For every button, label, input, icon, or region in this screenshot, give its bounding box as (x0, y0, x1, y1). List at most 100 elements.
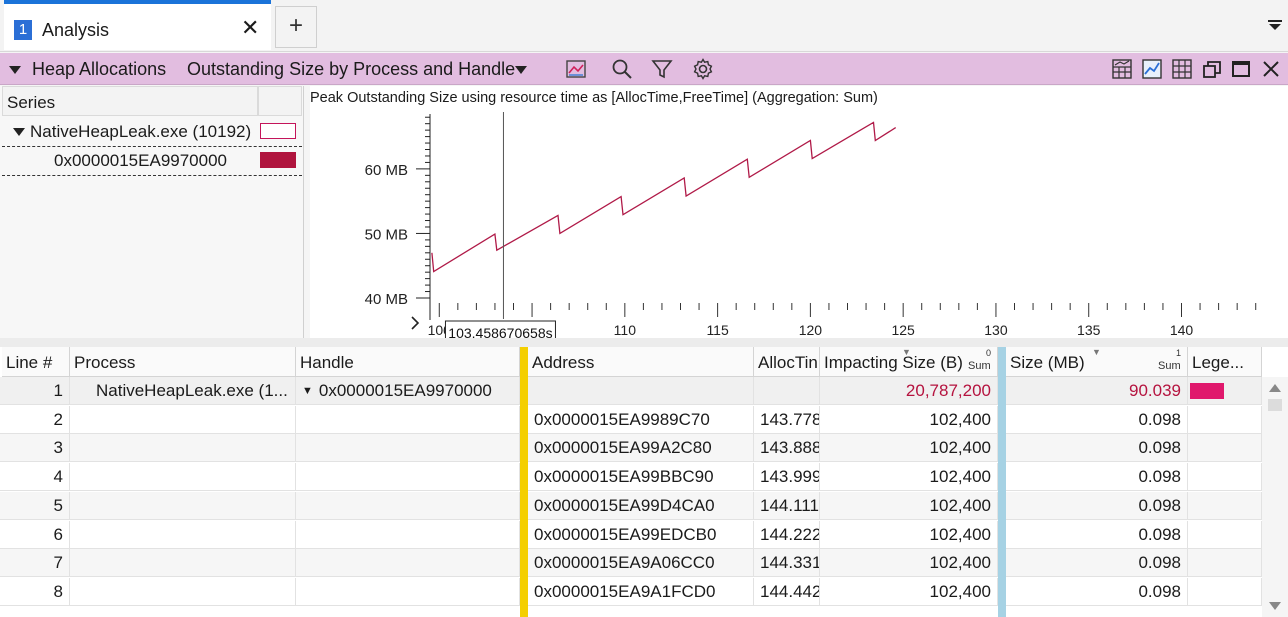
x-tick-label: 125 (891, 322, 915, 338)
chart-type-icon[interactable] (564, 57, 588, 81)
cell-impacting: 102,400 (820, 463, 998, 492)
view-selector[interactable]: Outstanding Size by Process and Handle (187, 59, 516, 79)
cell-address: 0x0000015EA9989C70 (528, 405, 754, 434)
column-header-size[interactable]: Size (MB) ▼ 1 Sum (1006, 347, 1188, 377)
cell-address: 0x0000015EA99D4CA0 (528, 491, 754, 520)
x-tick-label: 120 (799, 322, 823, 338)
expand-chevron-icon[interactable]: ▼ (302, 385, 313, 397)
column-header-legend[interactable]: Lege... (1188, 347, 1262, 377)
cell-text: 8 (53, 581, 63, 601)
table-only-icon[interactable] (1170, 57, 1194, 81)
cell-text: 2 (53, 409, 63, 429)
tab-overflow-icon[interactable] (1266, 16, 1284, 34)
table-row[interactable]: 1 NativeHeapLeak.exe (1... ▼ 0x0000015EA997… (0, 377, 1262, 405)
column-header-label: Lege... (1192, 353, 1244, 372)
cell-line: 2 (2, 405, 70, 434)
aggregation-label: Sum (968, 360, 991, 372)
cell-text: 0.098 (1138, 409, 1181, 429)
table-row[interactable]: 4 0x0000015EA99BBC90 143.999 102,400 0.098 (0, 463, 1262, 492)
y-tick-label: 40 MB (365, 291, 408, 308)
cell-alloctime: 144.442 (754, 577, 820, 606)
restore-window-icon[interactable] (1200, 57, 1224, 81)
cell-alloctime: 143.778 (754, 405, 820, 434)
search-icon[interactable] (610, 57, 634, 81)
column-header-line[interactable]: Line # (2, 347, 70, 377)
cell-text: NativeHeapLeak.exe (1... (96, 381, 288, 400)
table-row[interactable]: 5 0x0000015EA99D4CA0 144.111 102,400 0.098 (0, 491, 1262, 520)
tab-analysis[interactable]: 1 Analysis ✕ (4, 0, 271, 50)
column-header-address[interactable]: Address (528, 347, 754, 377)
scroll-up-icon[interactable] (1268, 383, 1282, 393)
graph-and-table-icon[interactable] (1110, 57, 1134, 81)
cell-impacting: 102,400 (820, 549, 998, 578)
cell-line: 6 (2, 520, 70, 549)
column-header-alloctime[interactable]: AllocTin (754, 347, 820, 377)
cell-handle (296, 434, 520, 463)
x-tick-label: 135 (1077, 322, 1101, 338)
series-swatch[interactable] (260, 152, 296, 168)
view-dropdown-chevron-icon[interactable] (514, 65, 528, 75)
maximize-icon[interactable] (1229, 57, 1253, 81)
graphing-divider-blue[interactable] (998, 347, 1006, 617)
graph-only-icon[interactable] (1140, 57, 1164, 81)
cell-process (70, 463, 296, 492)
cell-size: 0.098 (1006, 405, 1188, 434)
scrollbar-thumb[interactable] (1268, 399, 1282, 411)
collapse-chevron-icon[interactable] (8, 65, 22, 75)
cell-address: 0x0000015EA9A1FCD0 (528, 577, 754, 606)
cell-text: 0x0000015EA99EDCB0 (534, 524, 717, 544)
table-row[interactable]: 3 0x0000015EA99A2C80 143.888 102,400 0.098 (0, 434, 1262, 463)
cell-process (70, 405, 296, 434)
table-row[interactable]: 7 0x0000015EA9A06CC0 144.331 102,400 0.098 (0, 549, 1262, 578)
cell-text: 102,400 (929, 495, 991, 515)
cell-text: 0.098 (1138, 553, 1181, 573)
cell-text: 0x0000015EA9A1FCD0 (534, 581, 716, 601)
cell-text: 0.098 (1138, 467, 1181, 487)
series-swatch-column-header[interactable] (258, 86, 302, 116)
column-header-label: Size (MB) (1010, 353, 1085, 372)
cell-text: 0.098 (1138, 581, 1181, 601)
cell-text: 4 (53, 467, 63, 487)
cell-line: 5 (2, 491, 70, 520)
cell-size: 0.098 (1006, 577, 1188, 606)
cell-text: 0x0000015EA9A06CC0 (534, 553, 715, 573)
series-item-label: 0x0000015EA9970000 (54, 151, 227, 170)
cell-process (70, 577, 296, 606)
add-tab-button[interactable]: + (275, 6, 317, 48)
cell-handle (296, 549, 520, 578)
tab-number-badge: 1 (14, 20, 32, 40)
column-header-handle[interactable]: Handle (296, 347, 520, 377)
grouping-divider-yellow[interactable] (520, 347, 528, 617)
splitter[interactable] (0, 338, 1288, 347)
table-row[interactable]: 8 0x0000015EA9A1FCD0 144.442 102,400 0.098 (0, 577, 1262, 606)
cell-impacting: 20,787,200 (820, 377, 998, 405)
scroll-down-icon[interactable] (1268, 601, 1282, 611)
cell-text: 0x0000015EA99D4CA0 (534, 495, 715, 515)
column-header-process[interactable]: Process (70, 347, 296, 377)
cell-impacting: 102,400 (820, 405, 998, 434)
series-panel: Series NativeHeapLeak.exe (10192) 0x0000… (0, 86, 304, 338)
filter-icon[interactable] (650, 57, 674, 81)
graph-toolbar: Heap Allocations Outstanding Size by Pro… (0, 53, 1288, 85)
series-item-process[interactable]: NativeHeapLeak.exe (10192) (2, 118, 302, 146)
column-header-impacting[interactable]: Impacting Size (B) ▼ 0 Sum (820, 347, 998, 377)
series-swatch[interactable] (260, 123, 296, 139)
cell-text: 0.098 (1138, 438, 1181, 458)
chart-area[interactable]: Peak Outstanding Size using resource tim… (310, 86, 1288, 338)
close-icon[interactable]: ✕ (241, 15, 260, 40)
cell-legend (1188, 520, 1262, 549)
x-tick-label: 140 (1170, 322, 1194, 338)
series-column-header[interactable]: Series (2, 86, 258, 116)
series-item-handle[interactable]: 0x0000015EA9970000 (2, 146, 302, 176)
sort-arrow-icon: ▼ (1092, 347, 1101, 357)
gear-icon[interactable] (691, 57, 715, 81)
expand-chevron-icon[interactable] (12, 127, 26, 137)
table-row[interactable]: 6 0x0000015EA99EDCB0 144.222 102,400 0.098 (0, 520, 1262, 549)
table-row[interactable]: 2 0x0000015EA9989C70 143.778 102,400 0.098 (0, 405, 1262, 434)
vertical-scrollbar[interactable] (1262, 377, 1288, 617)
cell-alloctime (754, 377, 820, 405)
column-header-label: Impacting Size (B) (824, 353, 963, 372)
close-graph-icon[interactable] (1259, 57, 1283, 81)
cell-line: 8 (2, 577, 70, 606)
